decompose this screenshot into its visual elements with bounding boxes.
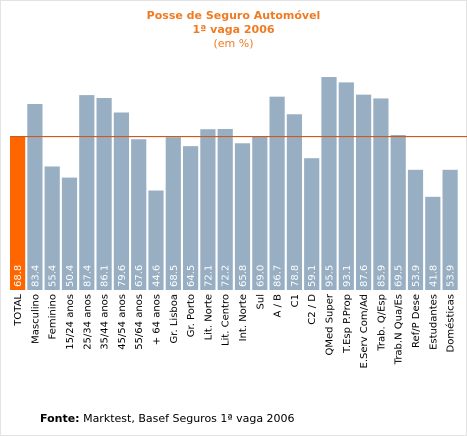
bar-23 — [407, 169, 424, 290]
bar-22 — [390, 135, 406, 290]
value-label-3: 50.4 — [65, 265, 76, 287]
value-label-21: 85.9 — [376, 265, 387, 287]
category-label-20: E.Serv Com/Ad — [359, 294, 370, 368]
category-label-24: Estudantes — [428, 294, 439, 350]
bar-13 — [234, 143, 251, 290]
category-label-6: 45/54 anos — [117, 294, 128, 350]
category-label-13: Int. Norte — [238, 294, 249, 341]
category-label-23: Ref/P Dese — [411, 294, 422, 348]
value-label-18: 95.5 — [325, 265, 336, 287]
bar-16 — [286, 114, 302, 290]
category-label-22: Trab.N Qua/Es — [394, 294, 405, 365]
category-label-17: C2 / D — [307, 294, 318, 325]
category-label-18: QMed Super — [325, 293, 336, 355]
category-label-16: C1 — [290, 294, 301, 307]
value-label-16: 78.8 — [290, 265, 301, 287]
bar-18 — [321, 77, 337, 290]
value-label-5: 86.1 — [100, 265, 111, 287]
bar-3 — [61, 177, 78, 290]
bar-15 — [269, 96, 285, 290]
bars-group — [10, 77, 458, 291]
category-label-19: T.Esp P.Prop — [342, 294, 353, 354]
value-label-25: 53.9 — [446, 265, 457, 287]
category-label-5: 35/44 anos — [100, 294, 111, 350]
bar-11 — [200, 129, 216, 290]
bar-14 — [252, 136, 268, 290]
value-label-8: 44.6 — [152, 265, 163, 287]
value-label-4: 87.4 — [82, 265, 93, 287]
bar-12 — [217, 128, 233, 290]
value-label-17: 59.1 — [307, 265, 318, 287]
value-label-14: 69.0 — [255, 265, 266, 287]
category-label-9: Gr. Lisboa — [169, 294, 180, 343]
category-label-8: + 64 anos — [152, 294, 163, 345]
category-label-25: Domésticas — [445, 294, 457, 352]
value-label-22: 69.5 — [394, 265, 405, 287]
value-label-23: 53.9 — [411, 265, 422, 287]
source-label: Fonte: — [40, 412, 80, 425]
bar-7 — [131, 139, 147, 290]
category-label-15: A / B — [273, 294, 284, 318]
bar-4 — [79, 95, 95, 290]
bar-6 — [113, 112, 129, 291]
category-label-2: Feminino — [48, 294, 59, 339]
category-labels-group: TOTAL Masculino Feminino 15/24 anos 25/34 an… — [13, 293, 457, 368]
category-label-14: Sul — [255, 294, 266, 309]
bar-5 — [96, 98, 112, 290]
bar-chart: 68.8 83.4 55.4 50.4 87.4 86.1 79.6 67.6 44.6 68.5… — [10, 77, 467, 368]
bar-19 — [338, 82, 354, 290]
value-label-2: 55.4 — [48, 265, 59, 287]
value-label-7: 67.6 — [134, 265, 145, 287]
value-label-24: 41.8 — [428, 265, 439, 287]
value-label-13: 65.8 — [238, 265, 249, 287]
chart-title: Posse de Seguro Automóvel — [146, 9, 321, 22]
bar-8 — [148, 190, 164, 290]
chart-subtitle: 1ª vaga 2006 — [192, 23, 275, 36]
category-label-21: Trab. Q/Esp — [376, 294, 387, 352]
value-label-1: 83.4 — [30, 265, 41, 287]
bar-1 — [27, 104, 43, 291]
value-label-0: 68.8 — [13, 265, 24, 287]
chart-unit: (em %) — [213, 37, 254, 50]
category-label-11: Lit. Norte — [203, 294, 214, 340]
source-text: Marktest, Basef Seguros 1ª vaga 2006 — [79, 412, 295, 425]
value-label-12: 72.2 — [221, 265, 232, 287]
bar-24 — [425, 196, 441, 290]
category-label-4: 25/34 anos — [82, 294, 93, 350]
value-label-19: 93.1 — [342, 265, 353, 287]
category-label-3: 15/24 anos — [65, 294, 76, 350]
category-label-7: 55/64 anos — [134, 294, 145, 350]
category-label-0: TOTAL — [13, 294, 24, 327]
bar-9 — [165, 137, 181, 290]
bar-2 — [44, 166, 60, 290]
value-label-20: 87.6 — [359, 265, 370, 287]
source-note: Fonte: Marktest, Basef Seguros 1ª vaga 2… — [40, 412, 295, 425]
value-label-6: 79.6 — [117, 265, 128, 287]
bar-0 — [10, 136, 26, 290]
bar-17 — [304, 158, 320, 290]
bar-25 — [442, 169, 458, 290]
value-label-11: 72.1 — [203, 265, 214, 287]
category-label-10: Gr. Porto — [186, 294, 197, 337]
category-label-1: Masculino — [30, 294, 41, 344]
bar-20 — [356, 94, 372, 291]
category-label-12: Lit. Centro — [221, 294, 232, 346]
value-label-9: 68.5 — [169, 265, 180, 287]
bar-21 — [373, 98, 389, 290]
value-label-15: 86.7 — [273, 265, 284, 287]
bar-10 — [183, 146, 199, 290]
value-label-10: 64.5 — [186, 265, 197, 287]
value-labels-group: 68.8 83.4 55.4 50.4 87.4 86.1 79.6 67.6 44.6 68.5… — [13, 265, 457, 287]
